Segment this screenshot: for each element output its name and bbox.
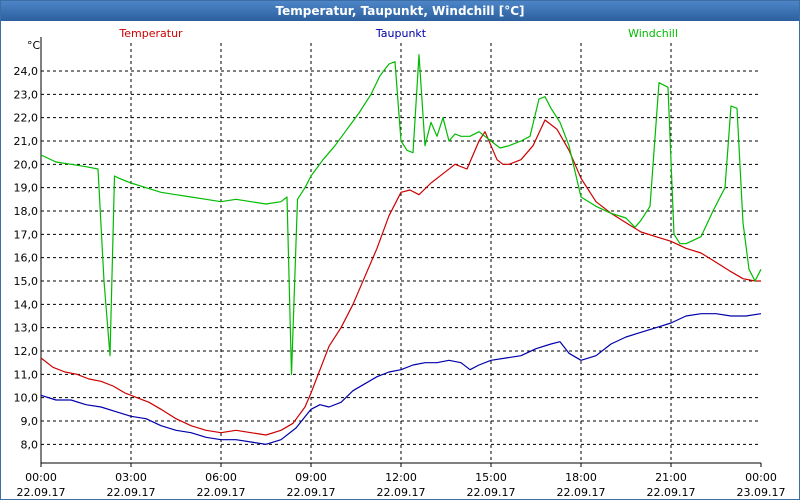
y-tick-label: 24,0	[14, 65, 39, 78]
x-tick-time: 03:00	[115, 471, 147, 484]
x-tick-date: 22.09.17	[377, 486, 426, 499]
series-line-taupunkt	[40, 313, 762, 445]
y-tick-label: 21,0	[14, 135, 39, 148]
legend-taupunkt: Taupunkt	[375, 27, 427, 40]
x-tick-time: 15:00	[475, 471, 507, 484]
y-tick-label: 18,0	[14, 205, 39, 218]
series-line-windchill	[40, 54, 762, 375]
x-tick-time: 12:00	[385, 471, 417, 484]
x-tick-time: 00:00	[745, 471, 777, 484]
legend-temperatur: Temperatur	[118, 27, 183, 40]
x-tick-date: 22.09.17	[197, 486, 246, 499]
y-tick-label: 16,0	[14, 252, 39, 265]
x-tick-date: 22.09.17	[467, 486, 516, 499]
y-tick-label: 8,0	[21, 438, 39, 451]
window-title: Temperatur, Taupunkt, Windchill [°C]	[1, 1, 799, 21]
x-tick-date: 22.09.17	[287, 486, 336, 499]
x-tick-time: 00:00	[25, 471, 57, 484]
x-tick-date: 22.09.17	[557, 486, 606, 499]
x-tick-time: 21:00	[655, 471, 687, 484]
x-tick-date: 22.09.17	[647, 486, 696, 499]
legend-windchill: Windchill	[628, 27, 678, 40]
y-tick-label: 11,0	[14, 368, 39, 381]
x-tick-time: 18:00	[565, 471, 597, 484]
y-axis-label: °C	[27, 39, 41, 52]
x-tick-time: 06:00	[205, 471, 237, 484]
y-tick-label: 14,0	[14, 298, 39, 311]
x-tick-date: 22.09.17	[17, 486, 66, 499]
y-tick-label: 20,0	[14, 158, 39, 171]
series-line-temperatur	[40, 119, 761, 436]
x-tick-date: 23.09.17	[737, 486, 786, 499]
y-tick-label: 23,0	[14, 88, 39, 101]
y-tick-label: 10,0	[14, 392, 39, 405]
y-tick-label: 13,0	[14, 322, 39, 335]
y-tick-label: 15,0	[14, 275, 39, 288]
y-tick-label: 22,0	[14, 112, 39, 125]
x-tick-date: 22.09.17	[107, 486, 156, 499]
y-tick-label: 9,0	[21, 415, 39, 428]
y-tick-label: 19,0	[14, 182, 39, 195]
y-tick-label: 17,0	[14, 228, 39, 241]
y-tick-label: 12,0	[14, 345, 39, 358]
x-tick-time: 09:00	[295, 471, 327, 484]
